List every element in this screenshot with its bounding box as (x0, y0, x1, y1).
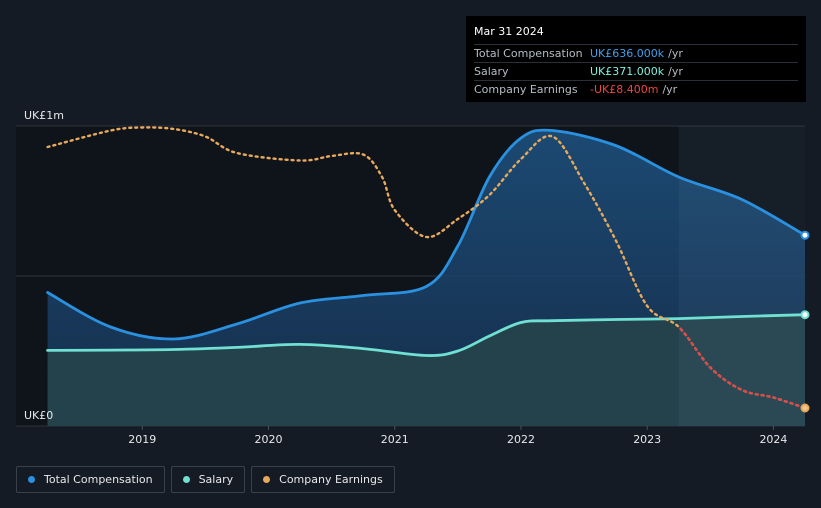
salary-area (47, 314, 806, 426)
tooltip-date: Mar 31 2024 (474, 25, 544, 38)
tooltip-unit: /yr (668, 65, 683, 78)
tooltip-unit: /yr (668, 47, 683, 60)
tooltip-label: Company Earnings (474, 83, 578, 96)
tooltip-unit: /yr (662, 83, 678, 96)
legend-dot-icon (182, 476, 190, 483)
x-tick-label: 2023 (633, 433, 661, 446)
x-tick-label: 2020 (254, 433, 282, 446)
label-layer: UK£1m UK£0 2019 2020 2021 2022 2023 2024 (24, 109, 787, 446)
company-earnings-line (46, 126, 807, 410)
y-axis-label: UK£1m (24, 109, 64, 122)
total-compensation-line (46, 128, 807, 341)
salary-line (46, 313, 807, 357)
company-earnings-end-marker (800, 403, 810, 413)
tooltip-value: -UK£8.400m (590, 83, 659, 96)
x-tick-label: 2024 (759, 433, 787, 446)
tooltip-label: Salary (474, 65, 509, 78)
legend-dot-icon (263, 476, 271, 483)
legend-label: Company Earnings (279, 473, 383, 486)
area-layer (47, 126, 806, 426)
hover-tooltip: Mar 31 2024 Total Compensation UK£636.00… (466, 16, 806, 102)
compensation-chart: UK£1m UK£0 2019 2020 2021 2022 2023 2024 (16, 109, 810, 446)
tooltip-label: Total Compensation (474, 47, 583, 60)
forecast-shade (678, 126, 805, 426)
tooltip-row-total-compensation: Total Compensation UK£636.000k /yr (474, 44, 798, 62)
tooltip-row-salary: Salary UK£371.000k /yr (474, 62, 798, 80)
legend-total-compensation[interactable]: Total Compensation (16, 466, 165, 493)
legend-dot-icon (28, 476, 35, 483)
x-tick-label: 2022 (507, 433, 535, 446)
legend-company-earnings[interactable]: Company Earnings (251, 466, 395, 493)
total-compensation-end-marker (800, 230, 810, 240)
chart-legend: Total Compensation Salary Company Earnin… (16, 466, 395, 493)
x-tick-label: 2019 (128, 433, 156, 446)
salary-end-marker (800, 310, 810, 320)
x-tick-label: 2021 (381, 433, 409, 446)
y-axis-label: UK£0 (24, 409, 53, 422)
legend-salary[interactable]: Salary (170, 466, 246, 493)
legend-label: Salary (198, 473, 234, 486)
legend-label: Total Compensation (44, 473, 153, 486)
tooltip-value: UK£371.000k (590, 65, 665, 78)
line-layer (46, 126, 810, 413)
tooltip-value: UK£636.000k (590, 47, 665, 60)
tooltip-row-company-earnings: Company Earnings -UK£8.400m /yr (474, 80, 798, 98)
